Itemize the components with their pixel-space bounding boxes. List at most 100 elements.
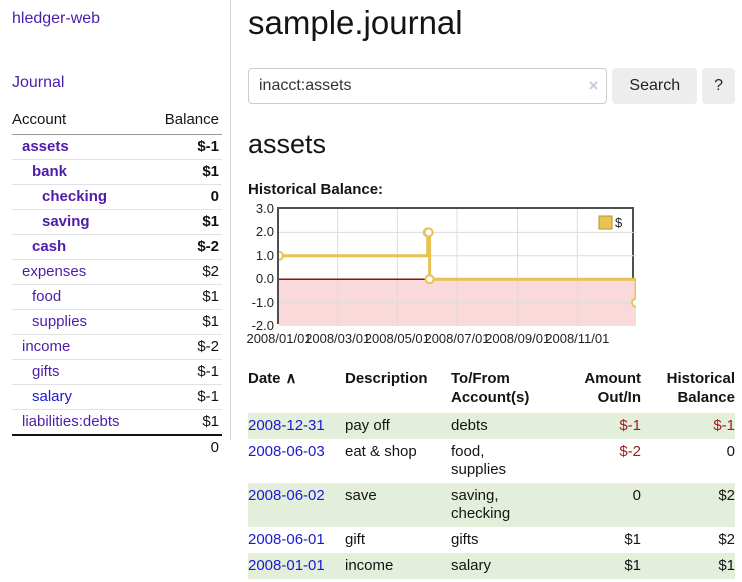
account-row: liabilities:debts $1 (12, 409, 222, 436)
svg-text:$: $ (615, 215, 623, 230)
accounts-header-account: Account (12, 108, 150, 135)
historical-balance-chart: $ 3.0 2.0 1.0 0.0 -1.0 -2.0 2008/01/01 2008/03… (246, 202, 735, 349)
accounts-total-balance: 0 (149, 434, 222, 460)
account-name-cell: assets (12, 134, 150, 160)
account-link[interactable]: liabilities:debts (22, 413, 120, 430)
account-link[interactable]: income (22, 338, 71, 355)
sidebar-item-journal[interactable]: Journal (12, 74, 65, 91)
accounts-table: Account Balance assets $-1 bank $1 check… (12, 108, 222, 460)
account-name-cell: food (12, 284, 150, 310)
search-form: × Search ? (248, 68, 735, 104)
account-name-cell: salary (12, 384, 150, 410)
account-balance: $1 (149, 284, 222, 310)
transaction-date-link[interactable]: 2008-01-01 (248, 557, 325, 574)
y-axis-tick-label: 3.0 (255, 201, 274, 216)
account-link[interactable]: checking (42, 188, 108, 205)
register-balance-cell: $2 (718, 487, 735, 504)
search-input[interactable] (248, 68, 608, 104)
search-button[interactable]: Search (612, 68, 698, 104)
register-header-balance: Historical Balance (666, 370, 735, 406)
register-date-cell: 2008-12-31 (248, 413, 345, 439)
register-accounts-cell: saving, checking (451, 487, 511, 522)
chart-svg: $ (279, 209, 636, 326)
register-header-description: Description (345, 370, 428, 387)
y-axis-tick-label: 2.0 (255, 224, 274, 240)
register-row: 2008-06-01 gift gifts $1 $2 (248, 527, 735, 553)
register-amount-cell: $1 (624, 557, 641, 574)
account-name-cell: bank (12, 159, 150, 185)
accounts-total-spacer (12, 434, 150, 460)
account-name-cell: liabilities:debts (12, 409, 150, 436)
page-title: sample.journal (248, 4, 463, 41)
main-content: sample.journal × Search ? assets Histori… (246, 0, 735, 579)
accounts-table-header: Account Balance (12, 108, 222, 135)
account-link[interactable]: salary (32, 388, 73, 405)
account-name-cell: gifts (12, 359, 150, 385)
y-axis-tick-label: 1.0 (255, 247, 274, 263)
x-axis-tick-label: 2008/05/01 (364, 331, 430, 346)
register-balance-cell: $-1 (713, 417, 735, 434)
y-axis-tick-label: 0.0 (255, 271, 274, 287)
account-row: checking 0 (12, 184, 222, 210)
register-date-cell: 2008-01-01 (248, 553, 345, 579)
app-title-link[interactable]: hledger-web (12, 10, 101, 27)
x-axis-tick-label: 2008/09/01 (485, 331, 551, 346)
register-header-date[interactable]: Date ∧ (248, 370, 297, 387)
account-row: expenses $2 (12, 259, 222, 285)
account-link[interactable]: bank (32, 163, 68, 180)
transaction-date-link[interactable]: 2008-06-01 (248, 531, 325, 548)
account-name-cell: expenses (12, 259, 150, 285)
clear-search-icon[interactable]: × (588, 76, 599, 95)
register-row: 2008-06-03 eat & shop food, supplies $-2… (248, 439, 735, 483)
account-balance: $-1 (149, 384, 222, 410)
account-row: cash $-2 (12, 234, 222, 260)
search-help-button[interactable]: ? (702, 68, 735, 104)
register-accounts-cell: food, supplies (451, 443, 507, 478)
register-amount-cell: $-1 (619, 417, 641, 434)
account-row: gifts $-1 (12, 359, 222, 385)
account-name-cell: cash (12, 234, 150, 260)
account-name-cell: checking (12, 184, 150, 210)
account-balance: $1 (149, 309, 222, 335)
accounts-total-row: 0 (12, 434, 222, 460)
account-balance: $-2 (149, 234, 222, 260)
x-axis-tick-label: 2008/07/01 (424, 331, 490, 346)
register-accounts-cell: gifts (451, 531, 479, 548)
account-link[interactable]: food (32, 288, 62, 305)
account-balance: $-2 (149, 334, 222, 360)
register-date-cell: 2008-06-02 (248, 483, 345, 527)
account-row: supplies $1 (12, 309, 222, 335)
account-link[interactable]: assets (22, 138, 69, 155)
x-axis-tick-label: 2008/11/01 (545, 331, 610, 346)
register-accounts-cell: debts (451, 417, 488, 434)
x-axis-tick-label: 2008/01/01 (246, 331, 312, 346)
x-axis-tick-label: 2008/03/01 (305, 331, 371, 346)
transaction-date-link[interactable]: 2008-06-02 (248, 487, 325, 504)
account-balance: 0 (149, 184, 222, 210)
sidebar: hledger-web Journal Account Balance asse… (0, 0, 231, 460)
account-balance: $-1 (149, 359, 222, 385)
accounts-table-body: assets $-1 bank $1 checking 0 saving $1 … (12, 134, 222, 436)
register-accounts-cell: salary (451, 557, 492, 574)
sort-ascending-icon: ∧ (285, 370, 297, 387)
transaction-date-link[interactable]: 2008-12-31 (248, 417, 325, 434)
register-row: 2008-06-02 save saving, checking 0 $2 (248, 483, 735, 527)
register-date-cell: 2008-06-01 (248, 527, 345, 553)
account-balance: $1 (149, 209, 222, 235)
account-link[interactable]: supplies (32, 313, 88, 330)
accounts-header-balance: Balance (149, 108, 222, 135)
transaction-date-link[interactable]: 2008-06-03 (248, 443, 325, 460)
account-row: assets $-1 (12, 134, 222, 160)
account-balance: $2 (149, 259, 222, 285)
account-row: bank $1 (12, 159, 222, 185)
register-table-body: 2008-12-31 pay off debts $-1 $-1 2008-06… (248, 413, 735, 579)
account-link[interactable]: gifts (32, 363, 60, 380)
account-balance: $1 (149, 159, 222, 185)
account-name-cell: income (12, 334, 150, 360)
account-link[interactable]: cash (32, 238, 67, 255)
account-row: saving $1 (12, 209, 222, 235)
account-link[interactable]: expenses (22, 263, 87, 280)
account-link[interactable]: saving (42, 213, 90, 230)
account-row: food $1 (12, 284, 222, 310)
historical-balance-label: Historical Balance: (248, 181, 384, 198)
